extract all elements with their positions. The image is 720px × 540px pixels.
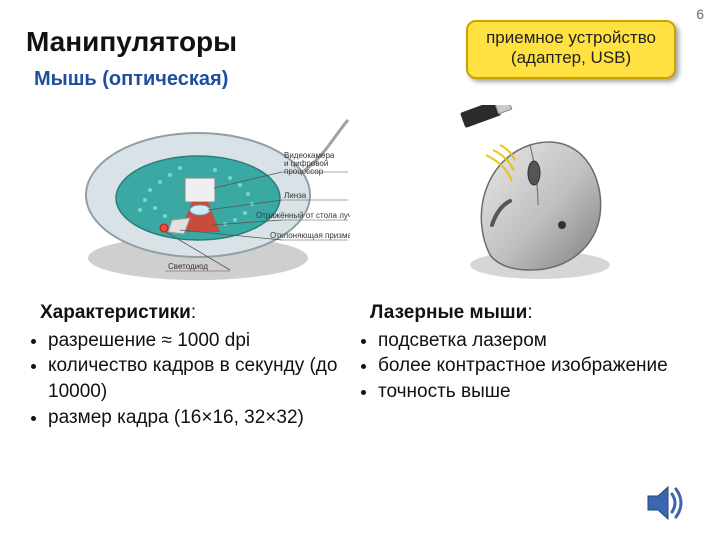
list-item: разрешение ≈ 1000 dpi: [48, 328, 360, 354]
characteristics-list: разрешение ≈ 1000 dpi количество кадров …: [30, 328, 360, 431]
characteristics-heading: Характеристики:: [40, 300, 360, 326]
list-item: более контрастное изображение: [378, 353, 690, 379]
characteristics-heading-suffix: :: [191, 302, 196, 323]
figures-row: Видеокамера и цифровой процессор Линза О…: [0, 100, 720, 300]
diagram-label-lens: Линза: [284, 191, 307, 200]
laser-heading: Лазерные мыши:: [370, 300, 690, 326]
sound-icon: [644, 482, 690, 524]
diagram-label-camera-3: процессор: [284, 167, 324, 176]
wireless-mouse-diagram: [430, 105, 630, 285]
diagram-label-ray: Отражённый от стола луч: [256, 211, 350, 220]
callout-line1: приемное устройство: [486, 28, 656, 48]
characteristics-column: Характеристики: разрешение ≈ 1000 dpi ко…: [30, 300, 360, 430]
diagram-label-led: Светодиод: [168, 262, 208, 271]
optical-mouse-diagram: Видеокамера и цифровой процессор Линза О…: [80, 100, 350, 290]
page-number: 6: [696, 6, 704, 22]
list-item: количество кадров в секунду (до 10000): [48, 353, 360, 404]
diagram-label-prism: Отклоняющая призма: [270, 231, 350, 240]
laser-column: Лазерные мыши: подсветка лазером более к…: [360, 300, 690, 430]
callout-line2: (адаптер, USB): [486, 48, 656, 68]
text-columns: Характеристики: разрешение ≈ 1000 dpi ко…: [30, 300, 690, 430]
page-subtitle: Мышь (оптическая): [34, 68, 228, 91]
list-item: точность выше: [378, 379, 690, 405]
list-item: размер кадра (16×16, 32×32): [48, 405, 360, 431]
list-item: подсветка лазером: [378, 328, 690, 354]
characteristics-heading-text: Характеристики: [40, 302, 191, 323]
laser-list: подсветка лазером более контрастное изоб…: [360, 328, 690, 405]
callout-receiver: приемное устройство (адаптер, USB): [466, 20, 676, 79]
page-title: Манипуляторы: [26, 26, 237, 58]
laser-heading-suffix: :: [527, 302, 532, 323]
laser-heading-text: Лазерные мыши: [370, 302, 527, 323]
